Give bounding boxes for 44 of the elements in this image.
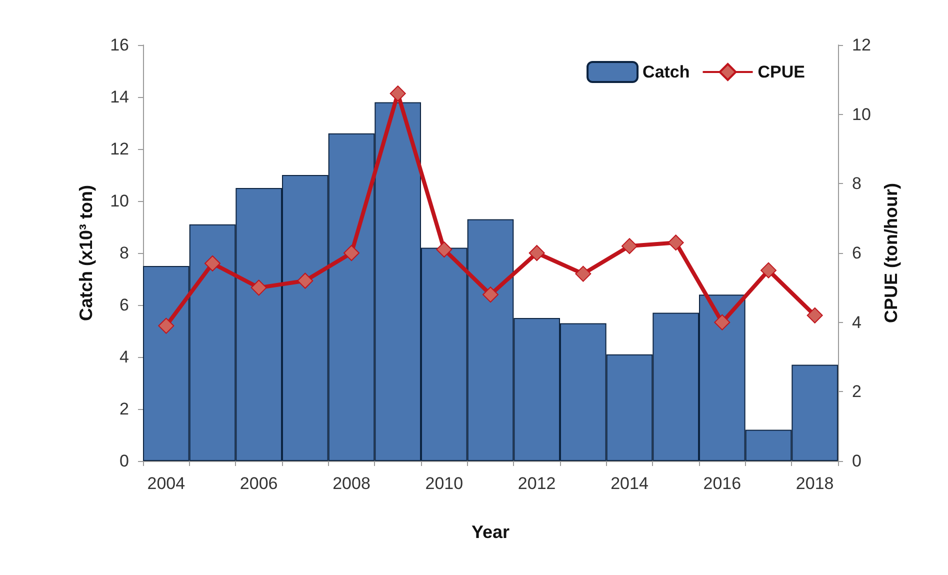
y-tick-label: 12: [110, 140, 129, 158]
y2-tick-label: 12: [852, 36, 871, 54]
y-tick-label: 16: [110, 36, 129, 54]
x-tick-label: 2008: [332, 474, 370, 493]
y2-tick-label: 2: [852, 382, 862, 402]
y2-tick-label: 0: [852, 452, 862, 470]
y-tick-label: 4: [120, 348, 129, 366]
legend-label: Catch: [642, 62, 690, 82]
y2-tick-label: 4: [852, 312, 862, 332]
point: [714, 314, 730, 330]
point: [204, 255, 220, 272]
y-tick-label: 8: [120, 244, 129, 262]
x-tick-label: 2018: [796, 474, 834, 493]
y-axis-title: Catch (x10³ ton): [76, 184, 96, 322]
point: [158, 318, 174, 334]
point: [575, 266, 592, 282]
point: [436, 242, 452, 258]
x-tick-label: 2010: [425, 474, 464, 493]
x-tick-label: 2012: [518, 474, 556, 493]
legend-label: CPUE: [758, 62, 806, 82]
x-tick-label: 2006: [240, 474, 278, 493]
point: [760, 262, 776, 278]
point: [344, 245, 360, 261]
x-tick-label: 2016: [703, 474, 742, 493]
point: [297, 272, 314, 289]
point: [390, 86, 406, 102]
point: [250, 280, 267, 296]
y2-axis-title: CPUE (ton/hour): [880, 183, 901, 323]
point: [482, 286, 498, 303]
point: [528, 245, 545, 261]
point: [668, 234, 684, 251]
y2-tick-label: 6: [852, 244, 862, 262]
y-tick-label: 2: [120, 400, 129, 418]
x-tick-label: 2004: [147, 474, 186, 493]
y2-tick-label: 10: [852, 104, 871, 124]
point: [806, 307, 823, 324]
x-axis-title: Year: [471, 522, 510, 542]
y-tick-label: 6: [120, 296, 129, 314]
y-tick-label: 10: [110, 192, 129, 210]
point: [622, 238, 638, 254]
y2-tick-label: 8: [852, 174, 862, 194]
x-tick-label: 2014: [610, 474, 648, 493]
y-tick-label: 0: [120, 452, 129, 470]
y-tick-label: 14: [110, 88, 129, 106]
